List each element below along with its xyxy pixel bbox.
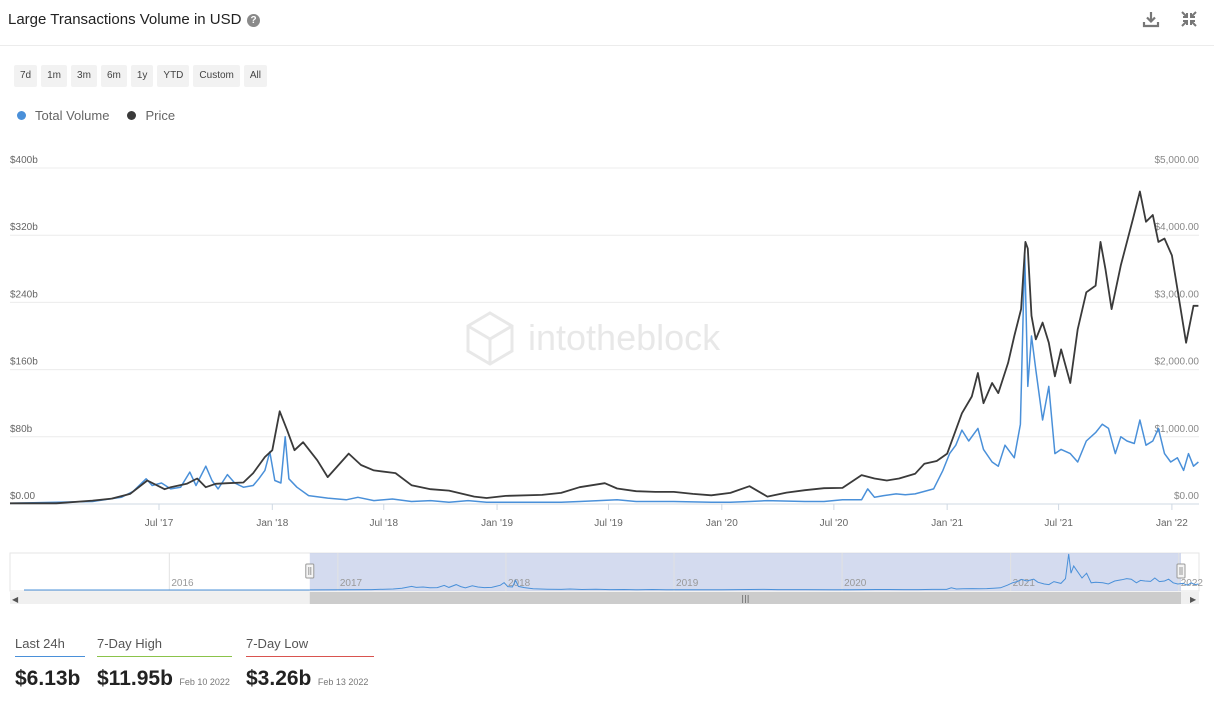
stat-label: 7-Day Low bbox=[246, 636, 309, 651]
navigator-year-label: 2017 bbox=[340, 578, 363, 589]
x-tick-label: Jan '20 bbox=[706, 518, 738, 529]
download-icon[interactable] bbox=[1142, 10, 1160, 28]
range-button-1y[interactable]: 1y bbox=[130, 65, 154, 87]
range-button-all[interactable]: All bbox=[243, 65, 267, 87]
stat-date: Feb 13 2022 bbox=[317, 677, 369, 687]
y-left-tick-label: $400b bbox=[10, 155, 38, 166]
stat-underline bbox=[15, 656, 85, 657]
stat-value: $3.26b bbox=[246, 667, 312, 690]
range-button-custom[interactable]: Custom bbox=[193, 65, 240, 87]
y-right-tick-label: $0.00 bbox=[1174, 491, 1199, 502]
chart-header: Large Transactions Volume in USD ? bbox=[0, 0, 1214, 46]
range-button-7d[interactable]: 7d bbox=[14, 65, 38, 87]
collapse-arrows-icon[interactable] bbox=[1180, 10, 1198, 28]
range-button-1m[interactable]: 1m bbox=[41, 65, 68, 87]
y-right-tick-label: $1,000.00 bbox=[1155, 424, 1200, 435]
range-button-ytd[interactable]: YTD bbox=[157, 65, 190, 87]
x-tick-label: Jan '18 bbox=[256, 518, 288, 529]
stat-value: $11.95b bbox=[97, 667, 173, 690]
legend-label-price: Price bbox=[145, 108, 176, 123]
scroll-right-icon[interactable]: ▶ bbox=[1190, 595, 1197, 604]
navigator-selection[interactable] bbox=[309, 553, 1181, 591]
stat-date: Feb 10 2022 bbox=[179, 677, 230, 687]
navigator-year-label: 2018 bbox=[508, 578, 531, 589]
navigator-year-label: 2020 bbox=[844, 578, 867, 589]
legend-label-total-volume: Total Volume bbox=[35, 108, 110, 123]
y-right-tick-label: $3,000.00 bbox=[1155, 289, 1200, 300]
legend-item-price[interactable]: Price bbox=[127, 108, 175, 123]
watermark-logo-icon bbox=[466, 311, 514, 366]
series-line-price[interactable] bbox=[10, 190, 1199, 505]
stat-label: Last 24h bbox=[15, 636, 65, 651]
range-button-3m[interactable]: 3m bbox=[71, 65, 97, 87]
range-navigator[interactable]: 2016 2017 2018 2019 2020 2021 2022◀ ▶||| bbox=[0, 550, 1214, 606]
x-tick-label: Jul '18 bbox=[369, 518, 398, 529]
question-circle-icon[interactable]: ? bbox=[247, 14, 260, 27]
navigator-series-line bbox=[309, 553, 1199, 591]
scrollbar-thumb[interactable] bbox=[309, 592, 1181, 604]
y-left-tick-label: $0.00 bbox=[10, 491, 35, 502]
navigator-year-label: 2021 bbox=[1013, 578, 1036, 589]
scroll-left-icon[interactable]: ◀ bbox=[12, 595, 19, 604]
y-left-tick-label: $160b bbox=[10, 357, 38, 368]
stat-value: $6.13b bbox=[15, 667, 81, 690]
watermark: intotheblock bbox=[466, 311, 721, 366]
x-tick-label: Jul '20 bbox=[820, 518, 849, 529]
x-tick-label: Jul '21 bbox=[1044, 518, 1073, 529]
stat-last-24h: Last 24h $6.13b bbox=[15, 636, 85, 691]
stat-7day-low: 7-Day Low $3.26b Feb 13 2022 bbox=[246, 636, 374, 691]
x-tick-label: Jan '21 bbox=[931, 518, 963, 529]
legend-dot-price bbox=[127, 111, 137, 120]
x-tick-label: Jan '19 bbox=[481, 518, 513, 529]
time-range-selector: 7d 1m 3m 6m 1y YTD Custom All bbox=[14, 65, 267, 87]
stat-underline bbox=[246, 656, 374, 657]
y-right-tick-label: $4,000.00 bbox=[1155, 222, 1200, 233]
stat-underline bbox=[97, 656, 232, 657]
scroll-grip-icon: ||| bbox=[741, 594, 749, 603]
watermark-logo-icon bbox=[467, 324, 513, 364]
y-left-tick-label: $80b bbox=[10, 424, 33, 435]
navigator-handle[interactable] bbox=[305, 563, 315, 579]
y-right-tick-label: $2,000.00 bbox=[1155, 357, 1200, 368]
y-right-tick-label: $5,000.00 bbox=[1155, 155, 1200, 166]
navigator-handle[interactable] bbox=[1176, 563, 1186, 579]
y-left-tick-label: $320b bbox=[10, 222, 38, 233]
range-button-6m[interactable]: 6m bbox=[100, 65, 127, 87]
page-title: Large Transactions Volume in USD bbox=[8, 11, 242, 28]
legend-dot-total-volume bbox=[17, 111, 26, 120]
x-tick-label: Jul '19 bbox=[594, 518, 623, 529]
y-left-tick-label: $240b bbox=[10, 289, 38, 300]
stat-7day-high: 7-Day High $11.95b Feb 10 2022 bbox=[97, 636, 232, 691]
chart-legend: Total Volume Price bbox=[17, 108, 175, 123]
legend-item-total-volume[interactable]: Total Volume bbox=[17, 108, 109, 123]
x-tick-label: Jul '17 bbox=[145, 518, 174, 529]
x-tick-label: Jan '22 bbox=[1156, 518, 1188, 529]
main-chart[interactable]: $0.00 $0.00 $80b $1,000.00 $160b $2,000.00 $24… bbox=[0, 150, 1214, 535]
navigator-year-label: 2019 bbox=[676, 578, 699, 589]
watermark-text: intotheblock bbox=[528, 317, 721, 358]
stat-label: 7-Day High bbox=[97, 636, 163, 651]
navigator-year-label: 2016 bbox=[171, 578, 194, 589]
series-line-total-volume[interactable] bbox=[9, 251, 1199, 504]
